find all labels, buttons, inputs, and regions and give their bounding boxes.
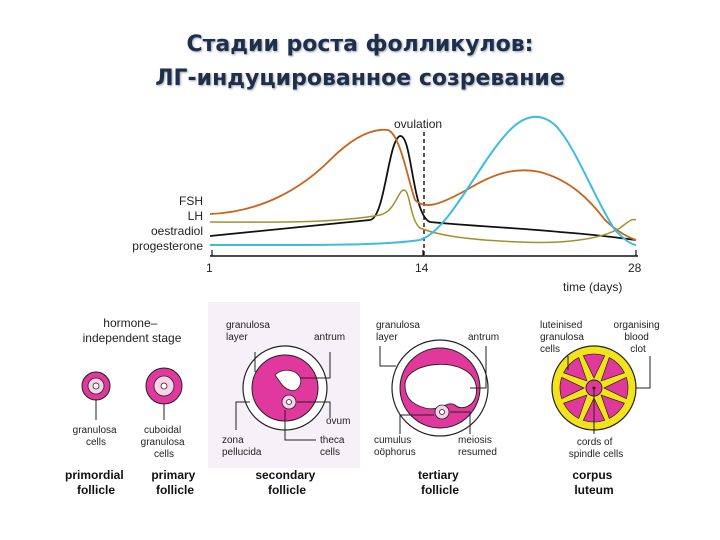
legend-oestradiol: oestradiol <box>151 224 203 238</box>
secondary-caption: secondary follicle <box>255 468 318 497</box>
title-line-1: Стадии роста фолликулов: <box>186 32 534 57</box>
fsh-curve <box>209 135 637 241</box>
corpus-caption: corpus luteum <box>572 468 615 497</box>
cords-spindle-cells-label: cords of spindle cells <box>569 437 623 460</box>
luteal-lobe <box>563 394 588 419</box>
luteal-lobe <box>600 394 625 419</box>
zona-pellucida-label: zona pellucida <box>222 435 262 458</box>
legend-fsh: FSH <box>179 194 203 208</box>
progesterone-curve <box>209 115 637 247</box>
hormone-independent-line-2: independent stage <box>83 331 182 345</box>
hormone-independent-label: hormone– independent stage <box>83 316 182 345</box>
tertiary-caption: tertiary follicle <box>418 468 462 497</box>
tertiary-granulosa-layer-label: granulosa layer <box>376 320 423 343</box>
secondary-granulosa-layer-label: granulosa layer <box>226 320 273 343</box>
theca-cells-label: theca cells <box>320 435 347 458</box>
legend-lh: LH <box>188 209 203 223</box>
hormone-independent-line-1: hormone– <box>103 316 157 330</box>
tertiary-antrum-label: antrum <box>468 332 499 343</box>
cuboidal-granulosa-label: cuboidal granulosa cells <box>141 425 188 460</box>
primordial-follicle <box>81 371 111 420</box>
primary-caption: primary follicle <box>151 468 198 497</box>
ovum-label: ovum <box>326 416 350 427</box>
primary-follicle <box>145 367 183 420</box>
luteal-lobe <box>559 376 585 400</box>
oestradiol-curve <box>209 189 637 244</box>
hormone-chart: 1 14 28 time (days) ovulation FSH LH oes… <box>132 115 642 294</box>
tick-label-1: 1 <box>206 261 213 275</box>
secondary-antrum-label: antrum <box>314 332 345 343</box>
tick-label-28: 28 <box>628 261 642 275</box>
secondary-follicle <box>235 345 331 441</box>
cumulus-oophorus-label: cumulus oöphorus <box>374 435 416 458</box>
luteal-lobe <box>603 376 629 400</box>
tertiary-follicle <box>379 339 489 437</box>
organising-blood-clot-label: organising blood clot <box>614 320 663 355</box>
luteal-lobe <box>582 353 606 379</box>
luteal-lobe <box>563 357 588 382</box>
luteinised-granulosa-label: luteinised granulosa cells <box>540 320 587 355</box>
luteal-lobe <box>600 357 625 382</box>
granulosa-cells-label: granulosa cells <box>73 425 120 448</box>
ovulation-label: ovulation <box>394 117 442 131</box>
legend-progesterone: progesterone <box>132 239 203 253</box>
corpus-luteum <box>551 345 651 434</box>
lh-curve <box>209 128 637 241</box>
title-line-2: ЛГ-индуцированное созревание <box>155 66 565 91</box>
meiosis-resumed-label: meiosis resumed <box>458 435 497 458</box>
x-axis-label: time (days) <box>563 280 622 294</box>
primordial-caption: primordial follicle <box>65 468 127 497</box>
tick-label-14: 14 <box>415 261 429 275</box>
